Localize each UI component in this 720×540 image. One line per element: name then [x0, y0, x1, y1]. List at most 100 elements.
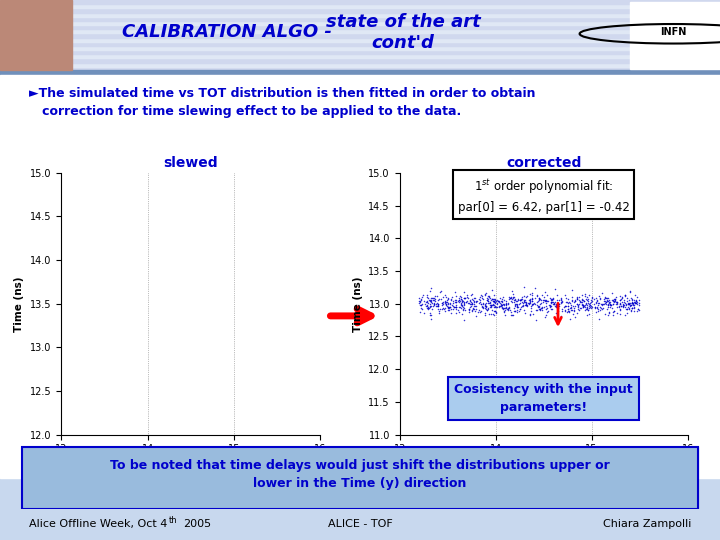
Point [582, 306, 594, 314]
Point [485, 309, 497, 318]
Point [474, 308, 486, 316]
Point [592, 299, 603, 308]
Point [630, 297, 642, 306]
Point [476, 292, 487, 300]
Point [482, 294, 494, 303]
Point [486, 294, 498, 303]
Point [546, 305, 558, 314]
Point [536, 299, 547, 307]
Text: ALICE - TOF: ALICE - TOF [328, 519, 392, 529]
Point [477, 299, 488, 308]
Point [520, 298, 531, 306]
Point [456, 296, 467, 305]
Point [528, 300, 539, 308]
Point [542, 307, 554, 316]
Point [456, 301, 468, 309]
Text: INFN: INFN [660, 28, 686, 37]
Point [581, 293, 593, 302]
Point [545, 299, 557, 307]
Point [608, 297, 620, 306]
Point [582, 309, 594, 318]
Point [496, 301, 508, 310]
Point [466, 300, 477, 308]
Point [536, 291, 548, 300]
Bar [0, 50, 720, 54]
Point [488, 296, 500, 305]
Point [489, 302, 500, 310]
Point [491, 303, 503, 312]
Point [540, 298, 552, 307]
Point [498, 308, 510, 316]
Point [618, 300, 630, 309]
Point [474, 293, 485, 302]
Point [602, 296, 613, 305]
Point [534, 305, 545, 313]
Point [449, 303, 461, 312]
Point [582, 298, 593, 307]
Point [424, 297, 436, 306]
Point [531, 298, 542, 307]
Point [508, 298, 520, 306]
Point [458, 294, 469, 302]
Point [459, 301, 470, 310]
Text: 2005: 2005 [184, 519, 212, 529]
Point [463, 308, 474, 316]
Point [624, 301, 636, 309]
Point [629, 291, 640, 300]
Point [588, 300, 600, 308]
Point [613, 301, 625, 310]
Point [487, 286, 498, 295]
Point [568, 304, 580, 313]
Point [611, 299, 623, 307]
Point [628, 299, 639, 308]
Point [472, 308, 484, 316]
Point [594, 302, 606, 311]
Point [593, 299, 605, 307]
Text: state of the art
cont'd: state of the art cont'd [326, 12, 480, 52]
Point [515, 296, 526, 305]
Point [423, 296, 435, 305]
Point [600, 300, 612, 308]
Point [624, 299, 635, 307]
Point [518, 302, 529, 310]
Point [608, 307, 620, 315]
Point [609, 295, 621, 303]
Point [629, 299, 640, 307]
Point [490, 296, 501, 305]
Point [422, 291, 433, 299]
Point [593, 292, 605, 301]
Point [607, 297, 618, 306]
Point [595, 288, 607, 297]
Point [524, 298, 536, 307]
Point [608, 298, 620, 307]
Point [487, 294, 498, 303]
Point [544, 300, 555, 309]
Point [505, 293, 516, 302]
Point [631, 299, 642, 307]
Point [432, 300, 444, 309]
Point [580, 305, 592, 313]
Point [538, 296, 549, 305]
Point [577, 302, 588, 310]
Point [628, 304, 639, 313]
Point [619, 291, 631, 299]
Point [576, 299, 588, 308]
Point [489, 307, 500, 316]
Point [465, 302, 477, 310]
Point [619, 291, 631, 300]
Point [526, 307, 537, 315]
Point [573, 292, 585, 301]
Point [474, 305, 485, 314]
Point [580, 299, 592, 307]
Point [541, 291, 552, 300]
Point [617, 302, 629, 311]
Point [618, 301, 629, 309]
Point [541, 296, 553, 305]
Point [479, 311, 490, 320]
Point [622, 303, 634, 312]
Point [544, 300, 556, 309]
Text: Chiara Zampolli: Chiara Zampolli [603, 519, 691, 529]
Point [482, 296, 494, 305]
Point [489, 303, 500, 312]
Point [588, 294, 600, 303]
